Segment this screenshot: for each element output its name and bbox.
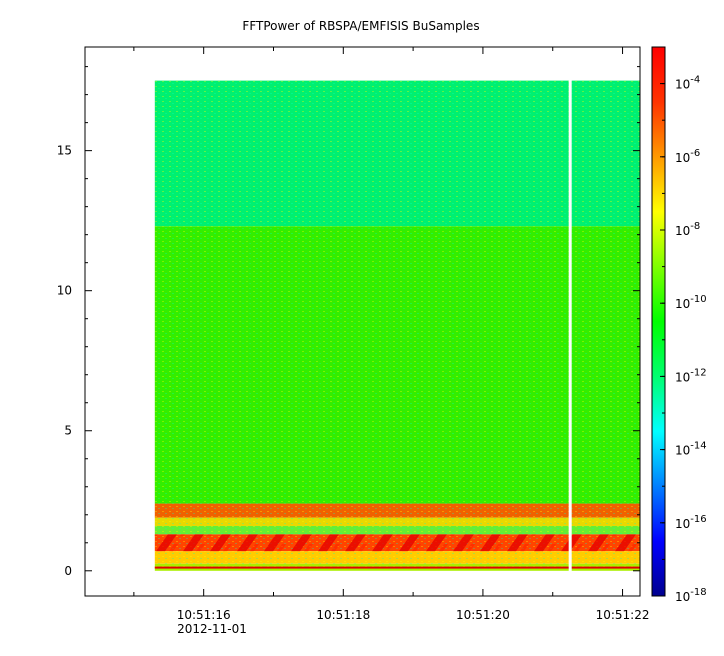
- colorbar-tick-base: 10: [675, 151, 690, 165]
- x-axis: 10:51:16 10:51:18 10:51:20 10:51:22: [133, 47, 650, 622]
- data-gap: [568, 79, 572, 572]
- spectrogram-texture: [154, 551, 640, 564]
- x-tick-label: 10:51:16: [177, 608, 231, 622]
- colorbar-tick-exp: -8: [690, 221, 700, 232]
- y-tick-label: 0: [64, 564, 72, 578]
- y-tick-label: 5: [64, 424, 72, 438]
- colorbar-tick-base: 10: [675, 224, 690, 238]
- colorbar-tick-base: 10: [675, 78, 690, 92]
- y-tick-label: 15: [57, 144, 72, 158]
- colorbar-tick-base: 10: [675, 517, 690, 531]
- colorbar-tick-label: 10-18: [675, 587, 707, 604]
- colorbar-tick-exp: -4: [690, 75, 700, 86]
- spectrogram-texture: [154, 525, 640, 535]
- spectrogram-texture: [154, 517, 640, 526]
- colorbar-tick-base: 10: [675, 297, 690, 311]
- x-tick-label: 10:51:18: [316, 608, 370, 622]
- y-axis: 0 5 10 15: [57, 66, 640, 578]
- x-tick-label: 10:51:20: [456, 608, 510, 622]
- frame-border: [84, 46, 641, 597]
- colorbar-tick-label: 10-16: [675, 514, 707, 531]
- colorbar-tick-label: 10-10: [675, 294, 707, 311]
- colorbar-tick-label: 10-4: [675, 75, 700, 92]
- spectrogram-texture: [154, 503, 640, 518]
- colorbar-tick-exp: -12: [690, 367, 706, 378]
- spectrogram-streaks: [154, 534, 640, 552]
- colorbar-tick-label: 10-12: [675, 367, 707, 384]
- colorbar-tick-exp: -18: [690, 587, 706, 598]
- colorbar-tick-exp: -10: [690, 294, 706, 305]
- plot-frame: [84, 46, 641, 597]
- colorbar-tick-label: 10-14: [675, 441, 707, 458]
- colorbar-scale: [651, 46, 666, 597]
- colorbar-tick-base: 10: [675, 370, 690, 384]
- spectrogram-texture: [154, 80, 640, 227]
- chart-title: FFTPower of RBSPA/EMFISIS BuSamples: [242, 19, 479, 33]
- x-tick-label: 10:51:22: [596, 608, 650, 622]
- colorbar-tick-exp: -14: [690, 441, 706, 452]
- colorbar-tick-exp: -16: [690, 514, 706, 525]
- spectrogram-image: [154, 79, 640, 572]
- colorbar-tick-label: 10-6: [675, 148, 700, 165]
- colorbar-tick-label: 10-8: [675, 221, 700, 238]
- colorbar-tick-exp: -6: [690, 148, 700, 159]
- colorbar-tick-base: 10: [675, 590, 690, 604]
- colorbar-tick-base: 10: [675, 444, 690, 458]
- y-tick-label: 10: [57, 284, 72, 298]
- x-date-label: 2012-11-01: [177, 622, 247, 636]
- spectrogram-texture: [154, 226, 640, 504]
- spectrogram-baseline: [154, 566, 640, 569]
